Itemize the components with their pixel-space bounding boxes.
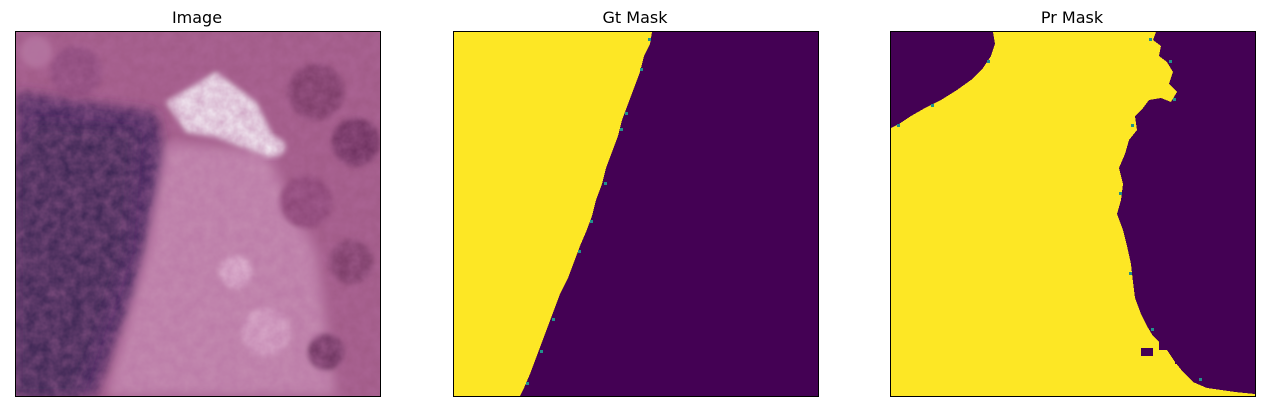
gt-mask-svg [454, 32, 818, 396]
pr-mask-svg [891, 32, 1255, 396]
histology-image-svg [16, 32, 380, 396]
pr-mask-foreground [891, 32, 1255, 396]
gt-mask-foreground [454, 32, 652, 396]
panel-title-gt-mask: Gt Mask [602, 8, 668, 27]
panel-title-image: Image [171, 8, 223, 27]
gt-mask-image [453, 31, 819, 397]
panel-title-pr-mask: Pr Mask [1040, 8, 1104, 27]
pr-mask-image [890, 31, 1256, 397]
histology-image [15, 31, 381, 397]
